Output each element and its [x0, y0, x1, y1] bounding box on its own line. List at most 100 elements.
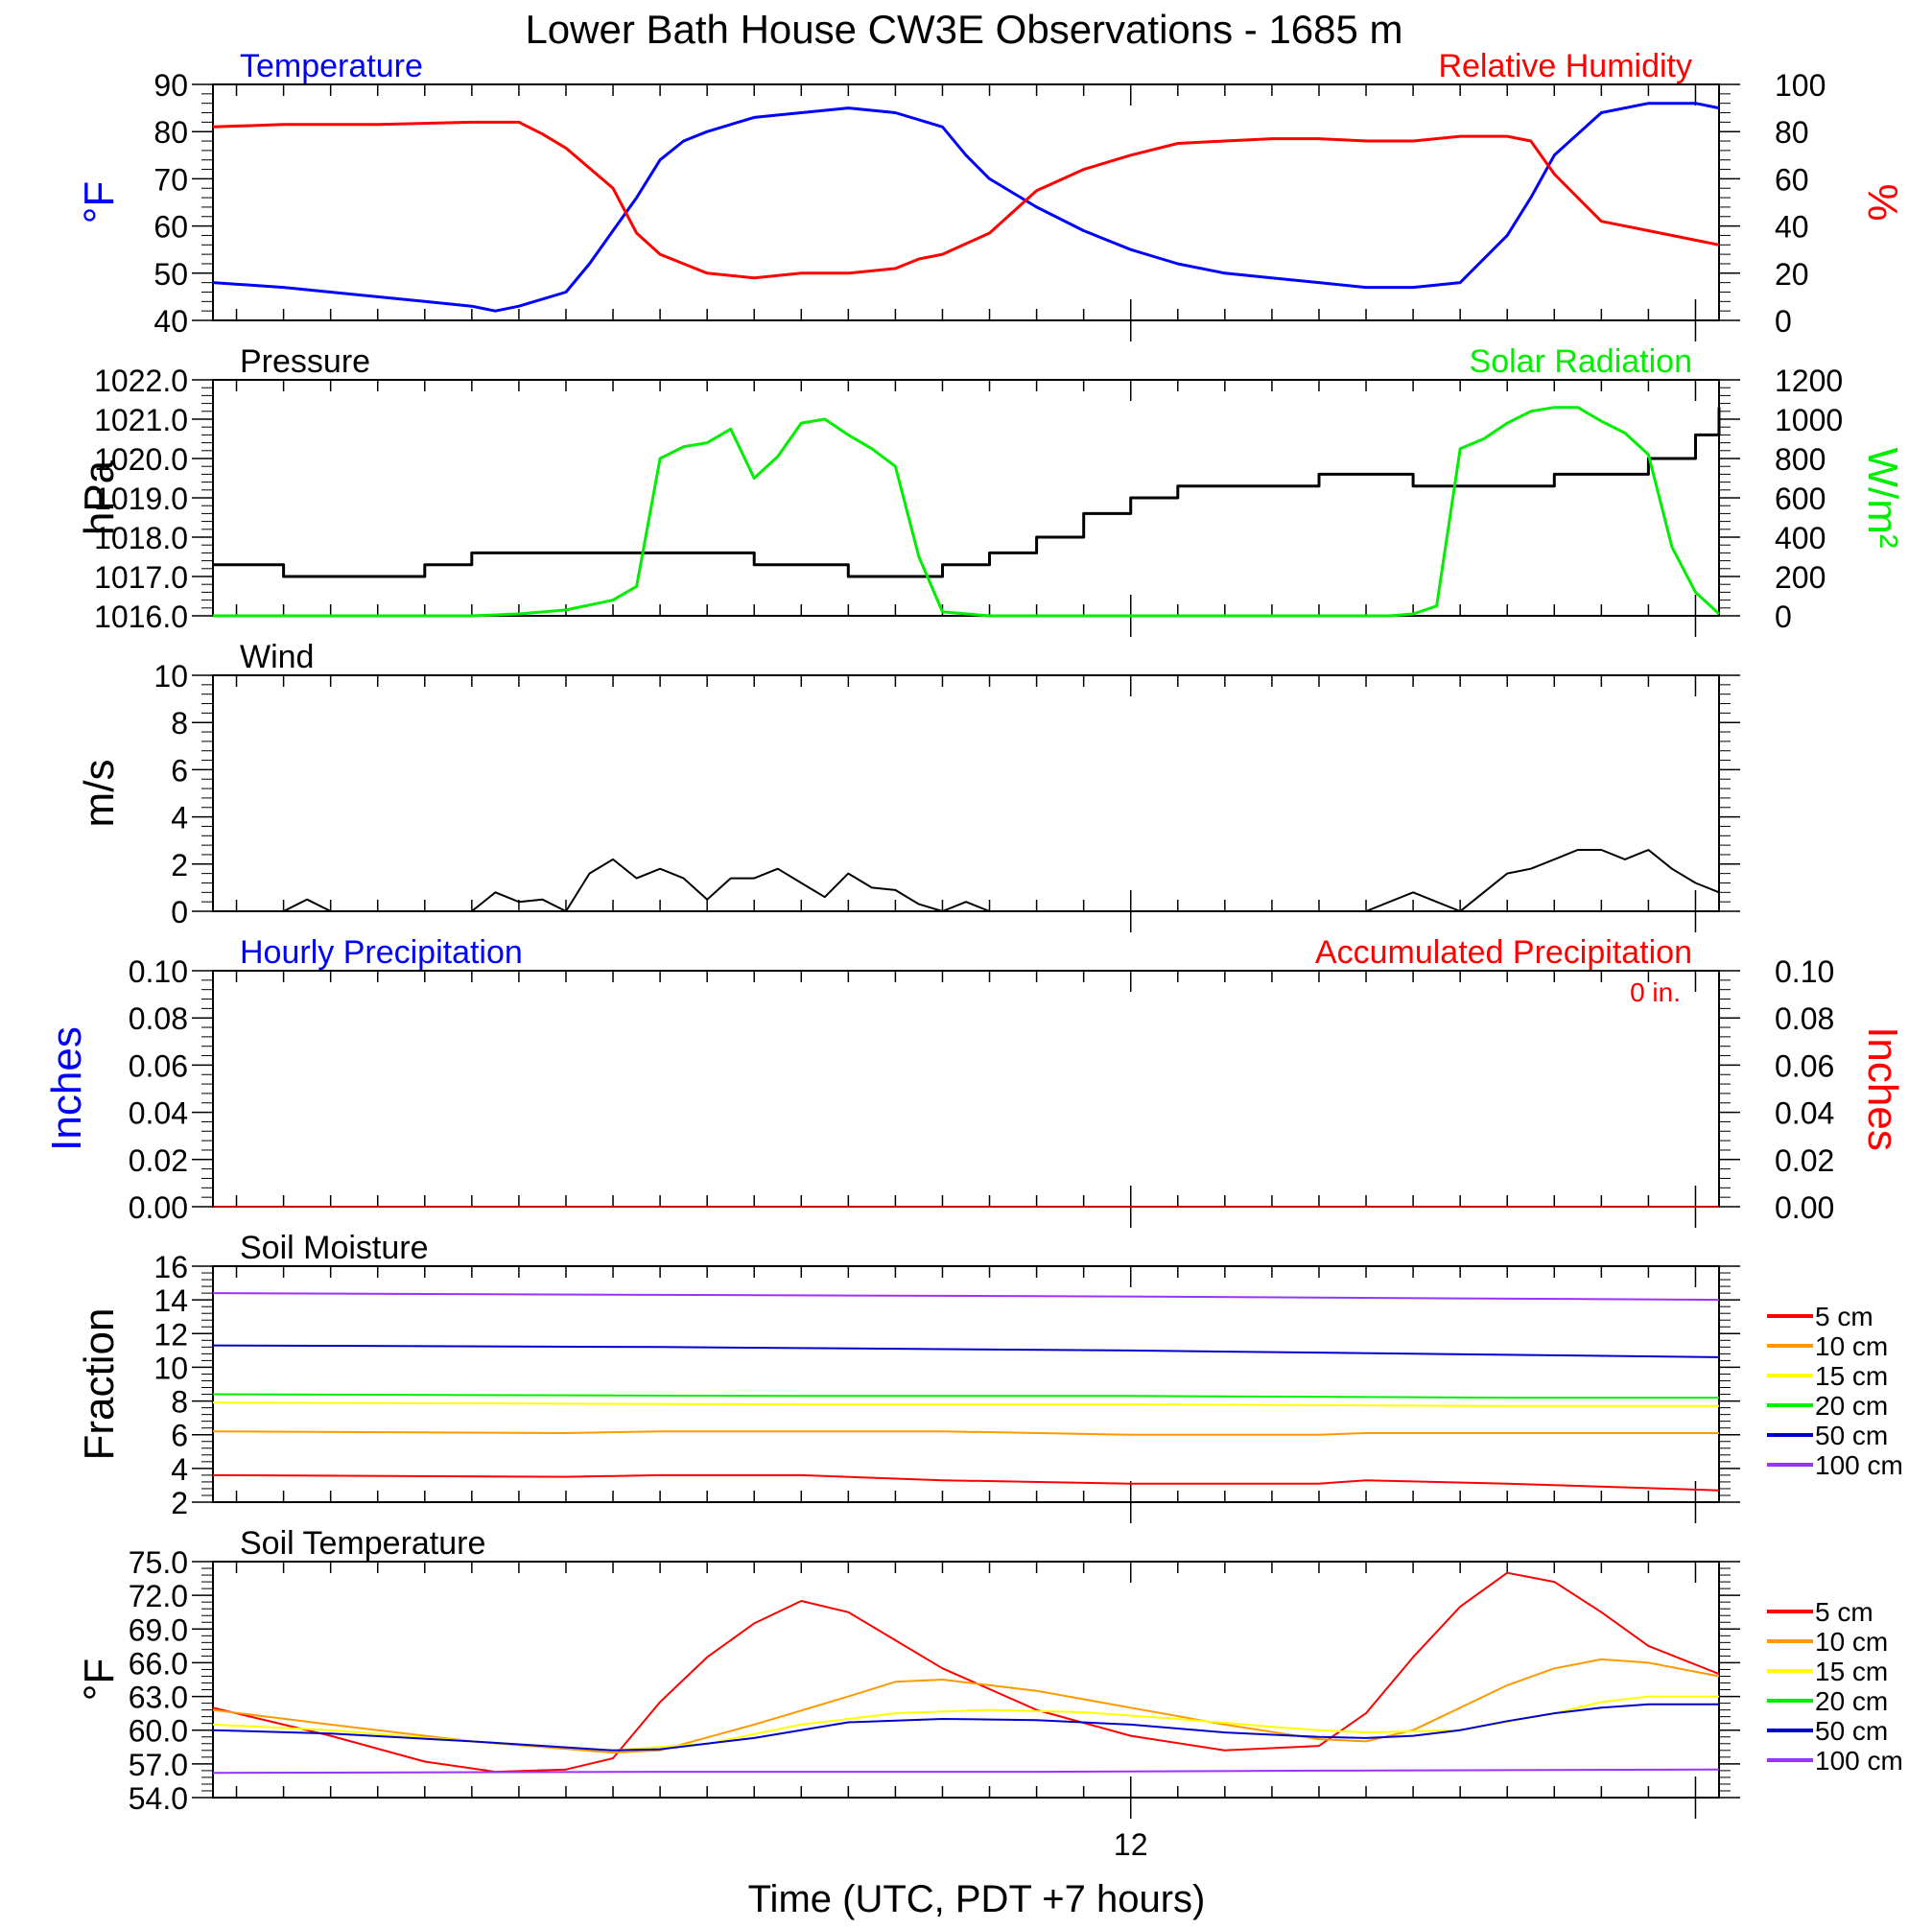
left-y-tick-label: 0.04: [129, 1096, 188, 1131]
right-y-tick-label: 40: [1775, 210, 1809, 245]
left-y-tick-label: 0.00: [129, 1190, 188, 1225]
left-y-tick-label: 14: [153, 1283, 188, 1318]
plot-frame: [212, 674, 1720, 912]
left-y-tick-label: 2: [171, 848, 188, 882]
figure-title: Lower Bath House CW3E Observations - 168…: [525, 7, 1402, 52]
panel-wind: 0 2 4 6 8 10 Wind m/s: [76, 639, 1740, 932]
left-y-tick-label: 6: [171, 753, 188, 788]
left-y-tick-label: 75.0: [129, 1545, 188, 1580]
left-y-tick-label: 70: [153, 162, 188, 197]
series-line-100-cm: [212, 1292, 1720, 1302]
right-y-axis-label: W/m²: [1859, 447, 1906, 548]
panel-left-title: Temperature: [240, 48, 423, 84]
legend-label: 20 cm: [1815, 1686, 1888, 1716]
left-y-tick-label: 80: [153, 115, 188, 150]
right-y-tick-label: 1200: [1775, 364, 1843, 398]
left-y-tick-label: 90: [153, 68, 188, 103]
right-y-tick-label: 100: [1775, 68, 1826, 103]
right-y-tick-label: 0: [1775, 304, 1792, 339]
panel-right-title: Relative Humidity: [1438, 48, 1692, 84]
right-y-axis-label: Inches: [1859, 1026, 1906, 1151]
left-y-tick-label: 1020.0: [94, 442, 188, 477]
right-y-tick-label: 20: [1775, 257, 1809, 292]
panel-right-title: Accumulated Precipitation: [1315, 934, 1692, 971]
left-y-tick-label: 8: [171, 1385, 188, 1420]
right-y-tick-label: 0.10: [1775, 954, 1834, 989]
series-line-10-cm: [212, 1430, 1719, 1436]
left-y-tick-label: 0.08: [129, 1001, 188, 1036]
x-tick-label: 12: [1114, 1827, 1148, 1862]
legend-label: 100 cm: [1815, 1450, 1903, 1480]
series-line-50-cm: [212, 1703, 1719, 1752]
right-y-tick-label: 0.02: [1775, 1143, 1834, 1178]
series-line-relative-humidity: [212, 120, 1720, 280]
legend-label: 5 cm: [1815, 1597, 1873, 1627]
right-y-tick-label: 80: [1775, 115, 1809, 150]
left-y-tick-label: 1022.0: [94, 364, 188, 398]
right-y-tick-label: 60: [1775, 162, 1809, 197]
left-y-tick-label: 4: [171, 1452, 188, 1487]
left-y-axis-label: m/s: [76, 760, 123, 828]
legend-label: 20 cm: [1815, 1391, 1888, 1421]
left-y-tick-label: 0.02: [129, 1143, 188, 1178]
left-y-tick-label: 1021.0: [94, 403, 188, 437]
panel-soil_temp: 54.057.060.063.066.069.072.075.0 Soil Tem…: [76, 1525, 1903, 1819]
left-y-tick-label: 66.0: [129, 1646, 188, 1681]
left-y-tick-label: 10: [153, 1351, 188, 1385]
right-y-tick-label: 0.00: [1775, 1190, 1834, 1225]
plot-frame: [212, 1561, 1720, 1799]
plot-frame: [212, 970, 1720, 1208]
left-y-tick-label: 1017.0: [94, 560, 188, 595]
right-y-tick-label: 800: [1775, 442, 1826, 477]
panel-temp_rh: 40 50 60 70 80 90 0 20 40 60 80 100 Temperature Relat…: [76, 48, 1906, 341]
series-line-20-cm: [212, 1393, 1719, 1400]
right-y-axis-label: %: [1859, 183, 1906, 221]
right-y-tick-label: 400: [1775, 521, 1826, 555]
legend-label: 50 cm: [1815, 1716, 1888, 1746]
left-y-tick-label: 8: [171, 706, 188, 741]
left-y-tick-label: 4: [171, 801, 188, 835]
legend-label: 15 cm: [1815, 1657, 1888, 1686]
panel-left-title: Soil Moisture: [240, 1230, 429, 1266]
left-y-tick-label: 12: [153, 1317, 188, 1352]
left-y-tick-label: 10: [153, 659, 188, 694]
panel-left-title: Pressure: [240, 343, 370, 380]
legend-label: 10 cm: [1815, 1627, 1888, 1657]
left-y-tick-label: 16: [153, 1250, 188, 1284]
panel-precip: 0.00 0.02 0.04 0.06 0.08 0.10 0.00 0.02 0.04 0.06…: [43, 934, 1906, 1228]
right-y-tick-label: 0.08: [1775, 1001, 1834, 1036]
right-y-tick-label: 200: [1775, 560, 1826, 595]
left-y-tick-label: 0: [171, 895, 188, 929]
left-y-tick-label: 0.06: [129, 1048, 188, 1083]
series-line-10-cm: [212, 1658, 1720, 1754]
left-y-tick-label: 1018.0: [94, 521, 188, 555]
left-y-axis-label: °F: [76, 1658, 123, 1701]
legend-label: 10 cm: [1815, 1331, 1888, 1361]
left-y-tick-label: 1019.0: [94, 482, 188, 516]
series-line-wind: [213, 849, 1720, 912]
left-y-tick-label: 6: [171, 1419, 188, 1453]
plot-frame: [212, 1265, 1720, 1503]
left-y-tick-label: 60.0: [129, 1714, 188, 1749]
panel-pressure_solar: 1016.0 1017.0 1018.0 1019.0 1020.0 1021.0 1022…: [76, 343, 1906, 637]
left-y-tick-label: 50: [153, 257, 188, 292]
left-y-axis-label: Fraction: [76, 1308, 123, 1461]
legend-label: 5 cm: [1815, 1302, 1873, 1331]
series-line-100-cm: [212, 1768, 1720, 1775]
right-y-tick-label: 1000: [1775, 403, 1843, 437]
legend-label: 50 cm: [1815, 1421, 1888, 1450]
left-y-tick-label: 57.0: [129, 1748, 188, 1782]
series-line-temperature: [212, 102, 1720, 313]
panel-annotation: 0 in.: [1630, 977, 1681, 1007]
series-line-50-cm: [212, 1344, 1720, 1358]
left-y-tick-label: 69.0: [129, 1612, 188, 1647]
left-y-tick-label: 72.0: [129, 1579, 188, 1613]
series-line-5-cm: [212, 1571, 1720, 1774]
left-y-tick-label: 0.10: [129, 954, 188, 989]
left-y-axis-label: °F: [76, 181, 123, 223]
